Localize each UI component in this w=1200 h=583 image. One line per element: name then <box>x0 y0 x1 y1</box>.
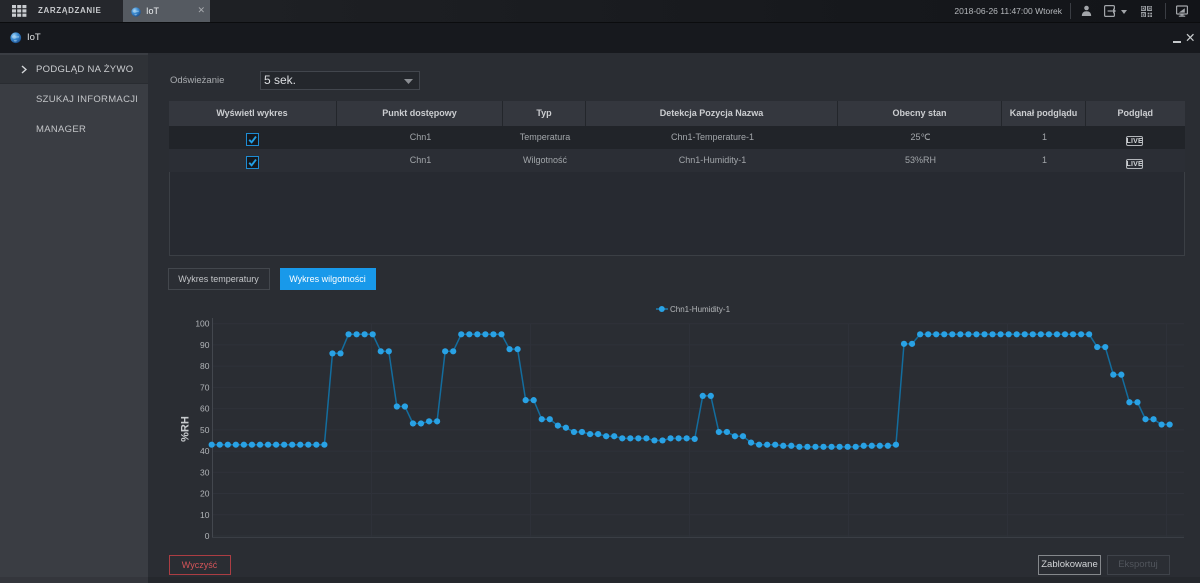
svg-text:100: 100 <box>195 319 209 329</box>
svg-text:%RH: %RH <box>179 416 191 442</box>
svg-text:Chn1-Humidity-1: Chn1-Humidity-1 <box>670 305 731 314</box>
svg-text:50: 50 <box>200 425 210 435</box>
svg-text:70: 70 <box>200 382 210 392</box>
svg-text:40: 40 <box>200 446 210 456</box>
svg-text:20: 20 <box>200 489 210 499</box>
svg-text:10: 10 <box>200 510 210 520</box>
svg-text:0: 0 <box>205 531 210 541</box>
svg-text:60: 60 <box>200 404 210 414</box>
svg-text:90: 90 <box>200 340 210 350</box>
svg-text:30: 30 <box>200 467 210 477</box>
svg-text:80: 80 <box>200 361 210 371</box>
